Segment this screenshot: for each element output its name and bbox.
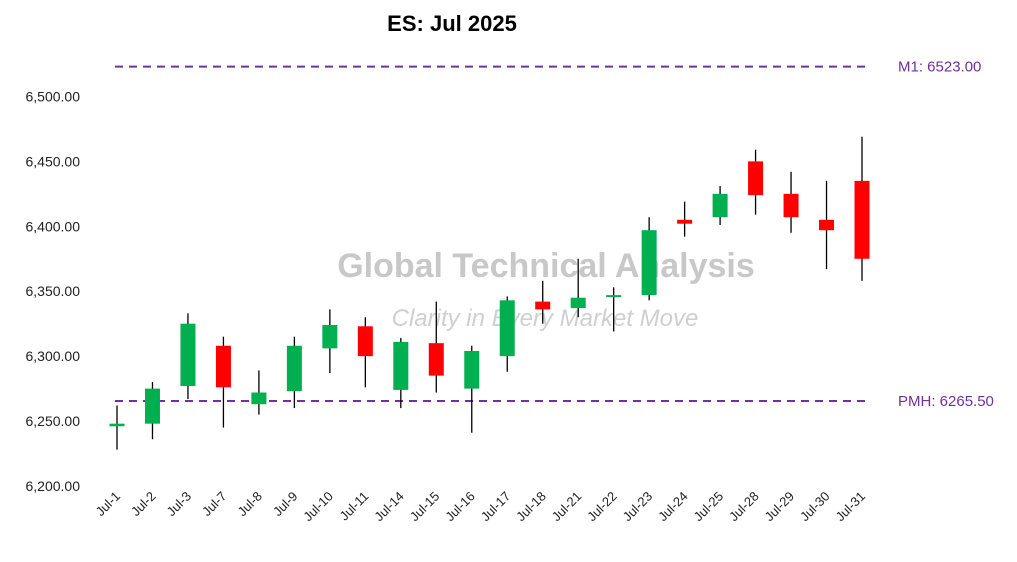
x-tick-label: Jul-8 [234, 489, 265, 520]
candle-body [215, 345, 231, 388]
candle [464, 345, 480, 433]
level-lines: M1: 6523.00 PMH: 6265.50 [115, 59, 994, 410]
watermark: Global Technical Analysis Clarity in Eve… [337, 247, 755, 332]
x-tick-label: Jul-14 [371, 489, 407, 525]
candle-body [180, 323, 196, 387]
x-tick-label: Jul-3 [164, 489, 195, 520]
candle-body [641, 230, 657, 296]
candle [357, 317, 373, 388]
candle-body [606, 295, 622, 298]
y-tick-label: 6,500.00 [26, 88, 81, 104]
candle [215, 336, 231, 428]
y-tick-label: 6,300.00 [26, 348, 81, 364]
candle-body [570, 297, 586, 309]
chart-title: ES: Jul 2025 [387, 11, 517, 36]
y-tick-label: 6,250.00 [26, 413, 81, 429]
candle [783, 171, 799, 233]
candle [854, 136, 870, 281]
candle-body [357, 326, 373, 357]
candle-body [854, 180, 870, 259]
x-tick-label: Jul-22 [584, 489, 620, 525]
candle-body [144, 388, 160, 424]
candle [322, 309, 338, 374]
x-tick-label: Jul-30 [797, 489, 833, 525]
candle-body [535, 301, 551, 310]
level-label: M1: 6523.00 [898, 59, 981, 76]
x-tick-label: Jul-2 [128, 489, 159, 520]
candle [641, 217, 657, 301]
candle [819, 180, 835, 270]
candle [535, 280, 551, 324]
candle-body [322, 324, 338, 349]
candle [286, 336, 302, 409]
candle-body [712, 193, 728, 218]
candle [393, 337, 409, 409]
candle [606, 287, 622, 332]
y-tick-label: 6,350.00 [26, 283, 81, 299]
watermark-line2: Clarity in Every Market Move [392, 305, 699, 332]
x-tick-label: Jul-25 [691, 489, 727, 525]
watermark-line1: Global Technical Analysis [337, 247, 755, 285]
candle-body [783, 193, 799, 218]
candle [144, 382, 160, 440]
x-tick-label: Jul-11 [336, 489, 371, 524]
x-tick-label: Jul-21 [549, 489, 585, 525]
x-tick-label: Jul-29 [762, 489, 798, 525]
candle-body [393, 341, 409, 390]
y-tick-label: 6,400.00 [26, 218, 81, 234]
candle [251, 370, 267, 415]
y-tick-label: 6,200.00 [26, 478, 81, 494]
candle [677, 201, 693, 237]
x-tick-label: Jul-1 [93, 489, 124, 520]
candle [712, 186, 728, 226]
x-tick-label: Jul-17 [478, 489, 514, 525]
candle [428, 301, 444, 393]
candle-body [251, 392, 267, 405]
candle [109, 405, 125, 450]
x-tick-label: Jul-15 [407, 489, 443, 525]
candle-body [499, 300, 515, 357]
candle-body [464, 350, 480, 389]
x-tick-label: Jul-9 [270, 489, 301, 520]
candle [570, 258, 586, 318]
candles [109, 136, 870, 450]
x-tick-label: Jul-24 [655, 489, 691, 525]
candle-body [286, 345, 302, 392]
candle [748, 149, 764, 215]
x-tick-label: Jul-23 [620, 489, 656, 525]
x-tick-label: Jul-18 [513, 489, 549, 525]
x-tick-label: Jul-10 [300, 489, 336, 525]
candle-body [677, 219, 693, 224]
x-tick-label: Jul-28 [726, 489, 762, 525]
candle-body [109, 423, 125, 427]
candle-body [428, 343, 444, 376]
candle-body [748, 161, 764, 196]
candle [180, 313, 196, 400]
x-tick-label: Jul-31 [832, 489, 868, 525]
y-tick-label: 6,450.00 [26, 153, 81, 169]
candle [499, 296, 515, 372]
x-axis: Jul-1 Jul-2 Jul-3 Jul-7 Jul-8 Jul-9 Jul-10 Jul-… [93, 489, 869, 525]
x-tick-label: Jul-16 [442, 489, 478, 525]
y-axis: 6,200.00 6,250.00 6,300.00 6,350.00 6,400.00… [26, 88, 81, 494]
x-tick-label: Jul-7 [199, 489, 230, 520]
level-label: PMH: 6265.50 [898, 393, 994, 410]
candle-body [819, 219, 835, 231]
